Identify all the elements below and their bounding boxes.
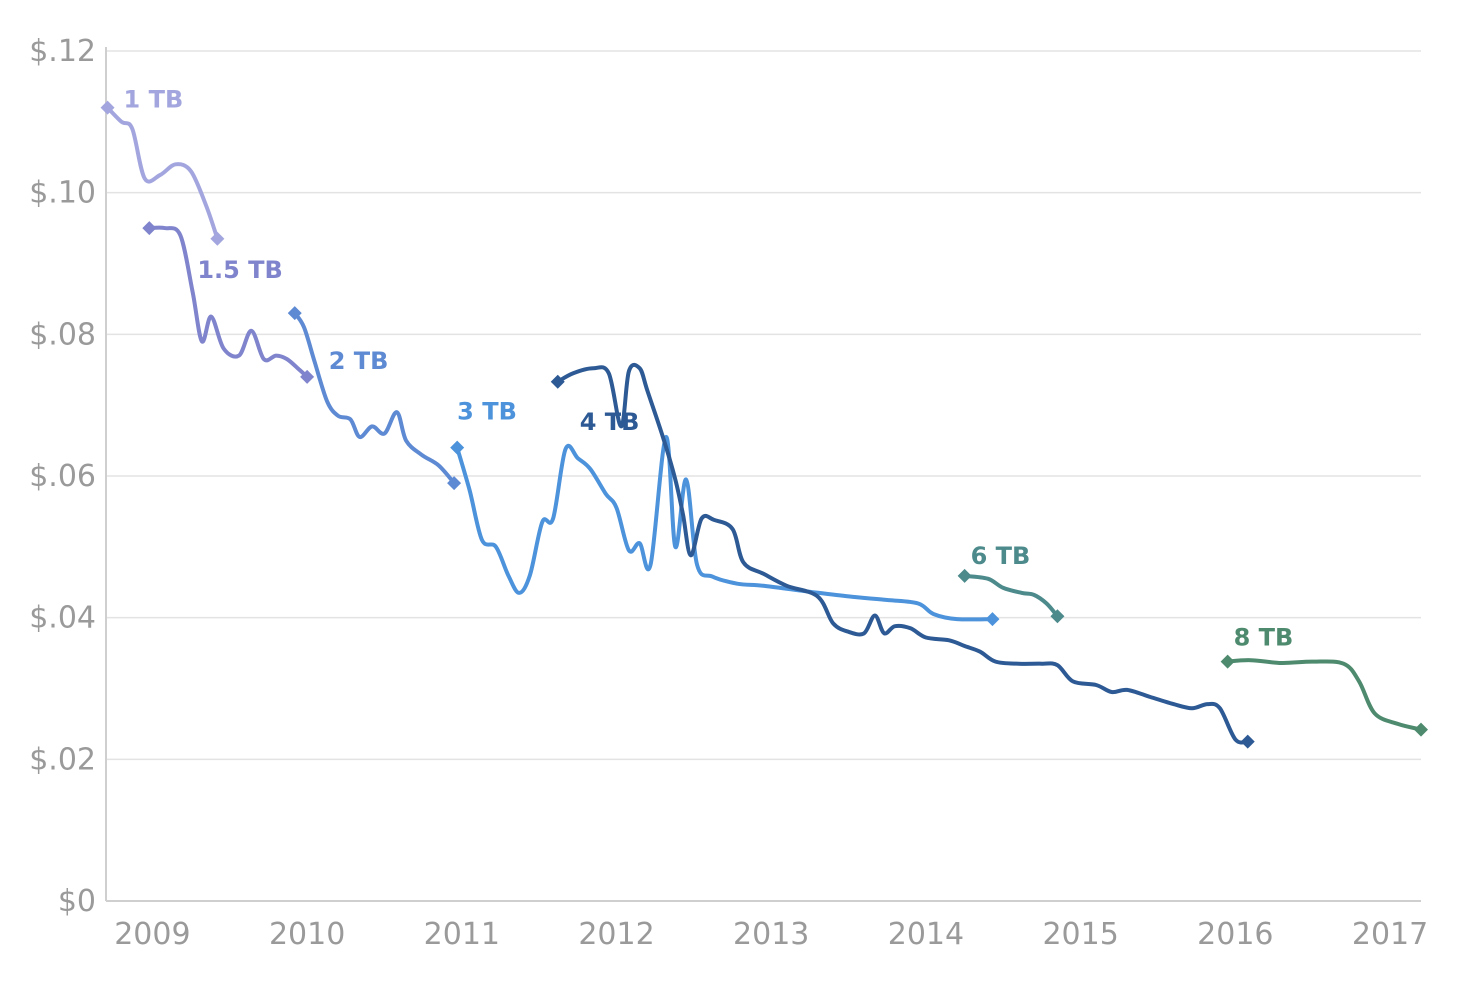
y-tick-label-0: $0 <box>58 884 96 919</box>
x-tick-label-3: 2012 <box>578 917 654 952</box>
series-label-8-tb: 8 TB <box>1234 624 1294 652</box>
series-line-1-tb <box>105 105 220 241</box>
series-label-2-tb: 2 TB <box>329 347 389 375</box>
series-label-3-tb: 3 TB <box>457 398 517 426</box>
x-tick-label-8: 2017 <box>1352 917 1428 952</box>
series-labels: 1 TB 1.5 TB 2 TB 3 TB 4 TB 6 TB 8 TB <box>124 86 1294 652</box>
x-tick-label-5: 2014 <box>888 917 964 952</box>
series-label-6-tb: 6 TB <box>971 542 1031 570</box>
y-tick-label-3: $.06 <box>29 459 96 494</box>
series-label-1-5-tb: 1.5 TB <box>197 256 283 284</box>
y-tick-label-6: $.12 <box>29 34 96 69</box>
series-line-8-tb <box>1225 658 1423 732</box>
y-tick-label-4: $.08 <box>29 317 96 352</box>
series-marker-3-tb-start <box>450 440 465 455</box>
grid-lines <box>106 50 1421 761</box>
series-marker-1-tb-start <box>100 100 115 115</box>
y-axis-tick-labels: $0 $.02 $.04 $.06 $.08 $.10 $.12 <box>29 34 96 919</box>
x-tick-label-1: 2010 <box>269 917 345 952</box>
series-marker-1-5-tb-end <box>300 369 315 384</box>
series-marker-1-tb-end <box>210 231 225 246</box>
series-marker-6-tb-end <box>1050 609 1065 624</box>
series-marker-4-tb-start <box>550 374 565 389</box>
series-line-2-tb <box>292 311 457 486</box>
y-tick-label-1: $.02 <box>29 742 96 777</box>
x-tick-label-2: 2011 <box>424 917 500 952</box>
series-marker-3-tb-end <box>985 612 1000 627</box>
series-marker-8-tb-end <box>1414 722 1428 737</box>
series-lines <box>100 100 1428 749</box>
series-marker-2-tb-start <box>287 306 302 321</box>
series-line-6-tb <box>962 573 1060 619</box>
x-tick-label-7: 2016 <box>1197 917 1273 952</box>
series-line-1-5-tb <box>147 225 310 379</box>
series-line-3-tb <box>455 434 995 622</box>
y-tick-label-5: $.10 <box>29 176 96 211</box>
series-label-4-tb: 4 TB <box>580 408 640 436</box>
series-label-1-tb: 1 TB <box>124 86 184 114</box>
series-marker-4-tb-end <box>1240 734 1255 749</box>
series-line-4-tb <box>555 362 1250 745</box>
series-marker-8-tb-start <box>1220 654 1235 669</box>
y-tick-label-2: $.04 <box>29 601 96 636</box>
x-axis-tick-labels: 2009 2010 2011 2012 2013 2014 2015 2016 2017 <box>114 917 1428 952</box>
x-tick-label-4: 2013 <box>733 917 809 952</box>
axes <box>105 47 1421 902</box>
x-tick-label-0: 2009 <box>114 917 190 952</box>
series-marker-1-5-tb-start <box>142 221 157 236</box>
series-marker-6-tb-start <box>957 568 972 583</box>
x-tick-label-6: 2015 <box>1042 917 1118 952</box>
series-marker-2-tb-end <box>447 476 462 491</box>
